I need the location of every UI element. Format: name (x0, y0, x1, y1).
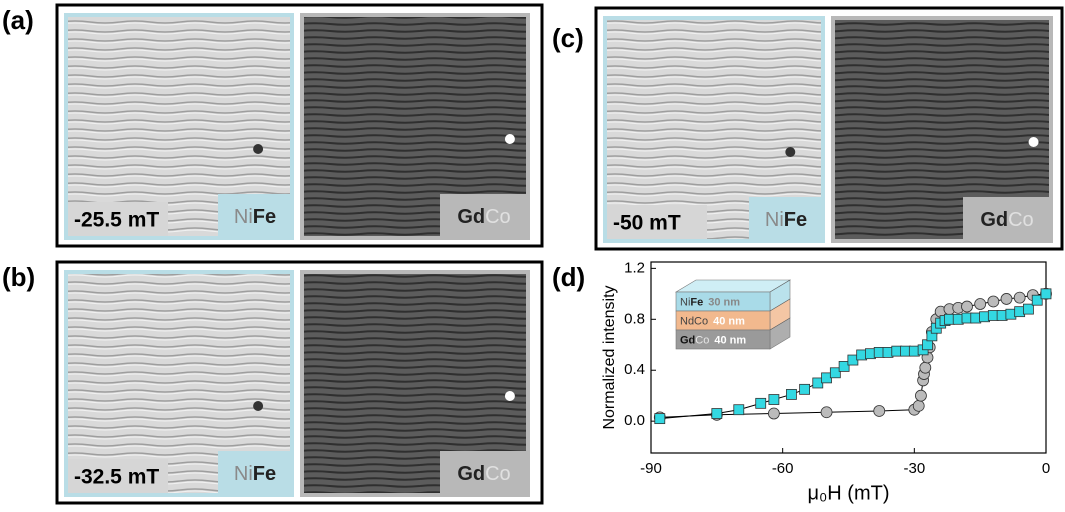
layer-light: Co (695, 334, 709, 346)
layer-label: NdCo 40 nm (680, 315, 745, 327)
circle-marker (820, 406, 833, 419)
layer-light: Ni (680, 296, 690, 308)
gdco-light: Co (1008, 209, 1034, 231)
y-tick-label: 0.4 (624, 361, 645, 378)
gdco-bold: Gd (980, 209, 1008, 231)
square-marker (755, 397, 767, 409)
gdco-box (440, 451, 528, 495)
square-marker (922, 339, 933, 351)
gdco-light: Co (485, 206, 511, 228)
gdco-label: GdCo (457, 463, 510, 485)
layer-label: NiFe 30 nm (680, 296, 740, 308)
x-axis-label: μ₀H (mT) (807, 482, 889, 504)
square-marker (733, 404, 745, 416)
layer-bold: Gd (680, 334, 695, 346)
layer-bold: Fe (690, 296, 703, 308)
y-axis-label: Normalized intensity (601, 285, 618, 429)
y-tick-label: 0.8 (624, 310, 645, 327)
layer-thickness: 30 nm (708, 296, 740, 308)
square-marker (799, 383, 811, 395)
field-box (68, 202, 168, 236)
panels: (a)-25.5 mT NiFe GdCo(b)-32.5 mT NiFe GdCo(c… (2, 3, 1064, 505)
panel-frame (55, 3, 544, 248)
panel-label: (c) (552, 23, 584, 53)
defect (253, 401, 264, 411)
field-box (607, 205, 707, 239)
panel-frame (594, 6, 1064, 251)
nife-box (218, 451, 292, 495)
field-label: -25.5 mT (74, 209, 159, 232)
y-tick-label: 0.0 (624, 412, 645, 429)
panel-label: (d) (552, 262, 585, 292)
circle-marker (961, 300, 973, 313)
circle-marker (767, 407, 780, 420)
nife-label: NiFe (765, 209, 807, 231)
circle-marker (915, 389, 927, 402)
defect (785, 147, 796, 157)
nife-bold: Fe (784, 209, 807, 231)
x-tick-label: 0 (1042, 460, 1050, 477)
gdco-label: GdCo (457, 206, 510, 228)
circle-marker (974, 298, 987, 310)
field-box (68, 459, 168, 493)
square-marker (768, 394, 780, 405)
nife-box (218, 194, 292, 238)
x-tick-label: -90 (640, 460, 662, 477)
x-tick-label: -30 (903, 460, 925, 477)
square-marker (1023, 303, 1034, 315)
gdco-light: Co (485, 463, 511, 485)
y-tick-label: 1.2 (624, 259, 645, 276)
layer-label: GdCo 40 nm (680, 334, 746, 346)
square-marker (838, 361, 850, 372)
field-label: -50 mT (613, 212, 681, 235)
circle-marker (919, 361, 932, 374)
square-marker (786, 389, 797, 400)
square-marker (829, 367, 841, 379)
gdco-box (963, 197, 1051, 241)
circle-marker (987, 295, 1000, 308)
panel-label: (b) (2, 262, 35, 292)
defect (1028, 137, 1039, 147)
defect (504, 391, 515, 401)
layer-thickness: 40 nm (714, 334, 746, 346)
square-marker (711, 408, 723, 419)
gdco-bold: Gd (457, 206, 485, 228)
nife-box (749, 197, 823, 241)
nife-light: Ni (234, 206, 253, 228)
nife-light: Ni (234, 463, 253, 485)
defect (504, 134, 515, 144)
layer-light: NdCo (680, 315, 708, 327)
nife-label: NiFe (234, 463, 276, 485)
panel-frame (55, 260, 544, 505)
circle-marker (873, 405, 886, 417)
layer-thickness: 40 nm (713, 315, 745, 327)
square-marker (1031, 294, 1043, 306)
defect (253, 144, 264, 154)
square-marker (1040, 288, 1052, 300)
square-marker (654, 413, 666, 425)
nife-light: Ni (765, 209, 784, 231)
circle-marker (912, 399, 925, 412)
layer-front (675, 329, 771, 350)
chart: -90 -60 -30 0 0.0 0.4 0.8 1.2 μ₀H (mT) Normalized… (601, 259, 1052, 504)
nife-label: NiFe (234, 206, 276, 228)
nife-bold: Fe (253, 463, 276, 485)
panel-label: (a) (2, 5, 34, 35)
x-tick-label: -60 (772, 460, 794, 477)
circle-marker (1000, 293, 1013, 305)
gdco-bold: Gd (457, 463, 485, 485)
circle-marker (1013, 291, 1026, 304)
nife-bold: Fe (253, 206, 276, 228)
gdco-label: GdCo (980, 209, 1033, 231)
field-label: -32.5 mT (74, 466, 159, 489)
plot-frame (650, 261, 1047, 454)
gdco-box (440, 194, 528, 238)
